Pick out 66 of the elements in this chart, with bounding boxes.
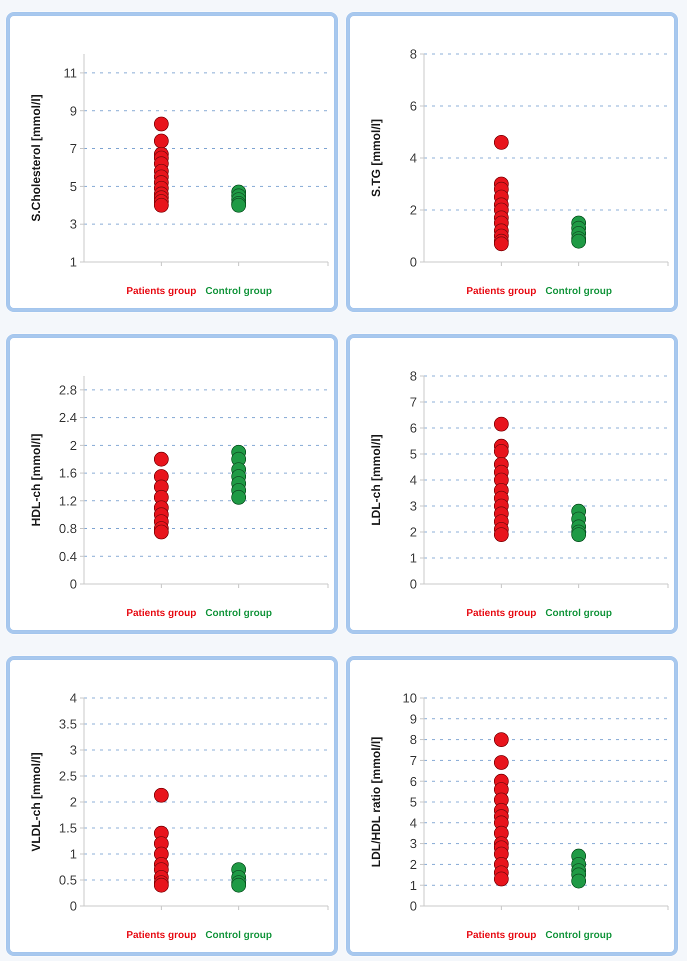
y-tick-label: 0.4 bbox=[58, 548, 77, 564]
y-tick-label: 2.4 bbox=[58, 410, 77, 426]
y-tick-label: 2 bbox=[410, 202, 417, 218]
y-tick-label: 0.8 bbox=[58, 521, 77, 536]
y-tick-label: 7 bbox=[410, 394, 417, 410]
y-tick-label: 0 bbox=[410, 898, 417, 914]
y-tick-label: 7 bbox=[70, 141, 77, 156]
y-tick-label: 8 bbox=[410, 368, 417, 384]
y-axis-title: HDL-ch [mmol/l] bbox=[29, 434, 43, 526]
y-tick-label: 9 bbox=[410, 711, 417, 726]
y-axis-title: S.TG [mmol/l] bbox=[369, 118, 383, 197]
y-tick-label: 3.5 bbox=[58, 716, 77, 732]
y-tick-label: 6 bbox=[410, 420, 417, 436]
y-tick-label: 0 bbox=[410, 576, 417, 592]
x-tick-label: Patients group bbox=[466, 930, 536, 941]
y-axis-title: S.Cholesterol [mmol/l] bbox=[29, 94, 43, 222]
x-tick-label: Patients group bbox=[126, 930, 196, 941]
y-tick-label: 4 bbox=[410, 472, 417, 488]
y-tick-label: 6 bbox=[410, 98, 417, 114]
y-axis-title: LDL/HDL ratio [mmol/l] bbox=[369, 736, 383, 868]
y-axis-title: LDL-ch [mmol/l] bbox=[369, 434, 383, 526]
y-axis-title: VLDL-ch [mmol/l] bbox=[29, 752, 43, 852]
y-tick-label: 8 bbox=[410, 732, 417, 748]
y-tick-label: 4 bbox=[70, 690, 77, 706]
x-tick-label: Control group bbox=[205, 286, 272, 297]
x-tick-label: Control group bbox=[545, 286, 612, 297]
x-tick-label: Control group bbox=[545, 608, 612, 619]
y-tick-label: 1 bbox=[410, 550, 417, 566]
y-tick-label: 2 bbox=[410, 524, 417, 540]
y-tick-label: 5 bbox=[70, 178, 77, 194]
y-tick-label: 4 bbox=[410, 150, 417, 166]
y-tick-label: 2 bbox=[70, 794, 77, 810]
x-tick-label: Patients group bbox=[466, 608, 536, 619]
x-tick-label: Patients group bbox=[126, 608, 196, 619]
y-tick-label: 10 bbox=[402, 690, 417, 706]
y-tick-label: 9 bbox=[70, 103, 77, 118]
y-tick-label: 3 bbox=[410, 836, 417, 852]
y-tick-label: 5 bbox=[410, 446, 417, 462]
y-tick-label: 2.8 bbox=[58, 382, 77, 398]
x-tick-label: Control group bbox=[205, 608, 272, 619]
y-tick-label: 0 bbox=[70, 576, 77, 592]
y-tick-label: 1 bbox=[70, 846, 77, 862]
y-tick-label: 3 bbox=[70, 742, 77, 758]
x-tick-label: Control group bbox=[205, 930, 272, 941]
y-tick-label: 0.5 bbox=[58, 872, 77, 888]
y-tick-label: 2.5 bbox=[58, 768, 77, 784]
y-tick-label: 8 bbox=[410, 46, 417, 62]
y-tick-label: 1.6 bbox=[58, 466, 77, 481]
y-tick-label: 7 bbox=[410, 752, 417, 768]
y-tick-label: 0 bbox=[410, 254, 417, 270]
x-tick-label: Control group bbox=[545, 930, 612, 941]
x-tick-label: Patients group bbox=[126, 286, 196, 297]
x-tick-label: Patients group bbox=[466, 286, 536, 297]
y-tick-label: 1 bbox=[410, 878, 417, 893]
y-tick-label: 11 bbox=[64, 65, 77, 80]
y-tick-label: 5 bbox=[410, 794, 417, 810]
y-tick-label: 4 bbox=[410, 815, 417, 830]
y-tick-label: 2 bbox=[70, 438, 77, 453]
y-tick-label: 2 bbox=[410, 856, 417, 872]
y-tick-label: 1.5 bbox=[58, 820, 77, 836]
y-tick-label: 0 bbox=[70, 898, 77, 914]
y-tick-label: 1.2 bbox=[58, 493, 77, 508]
y-tick-label: 3 bbox=[70, 216, 77, 232]
y-tick-label: 6 bbox=[410, 774, 417, 789]
y-tick-label: 3 bbox=[410, 498, 417, 514]
y-tick-label: 1 bbox=[70, 254, 77, 270]
